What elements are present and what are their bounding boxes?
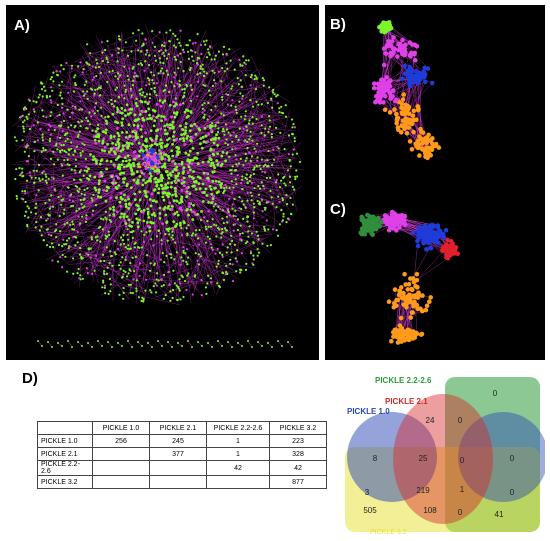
table-header-row: PICKLE 1.0 PICKLE 2.1 PICKLE 2.2-2.6 PIC… — [37, 421, 327, 435]
table-cell: 245 — [149, 434, 207, 448]
venn-count: 24 — [426, 416, 435, 425]
venn-count: 219 — [416, 486, 430, 495]
panel-b-label: B) — [330, 16, 346, 33]
venn-label-3-2: PICKLE 3.2 — [370, 529, 407, 536]
overlap-table: PICKLE 1.0 PICKLE 2.1 PICKLE 2.2-2.6 PIC… — [37, 421, 327, 489]
venn-label-1-0: PICKLE 1.0 — [347, 407, 390, 416]
table-header-cell: PICKLE 2.1 — [149, 421, 207, 435]
table-row: PICKLE 2.2-2.6 42 42 — [37, 460, 327, 476]
venn-set-1-0-right — [458, 412, 545, 502]
table-row-header: PICKLE 1.0 — [37, 434, 93, 448]
venn-diagram: PICKLE 2.2-2.6 PICKLE 2.1 PICKLE 1.0 PIC… — [345, 376, 545, 536]
venn-count: 108 — [423, 506, 437, 515]
venn-set-2-1 — [393, 394, 493, 524]
table-header-cell: PICKLE 1.0 — [92, 421, 150, 435]
network-c — [358, 209, 460, 345]
network-a-core — [138, 147, 162, 173]
network-a-nodes — [13, 29, 301, 303]
table-cell: 223 — [269, 434, 327, 448]
venn-count: 505 — [363, 506, 377, 515]
table-cell: 377 — [149, 447, 207, 461]
table-row: PICKLE 1.0 256 245 1 223 — [37, 434, 327, 448]
table-header-cell: PICKLE 2.2-2.6 — [206, 421, 270, 435]
table-cell — [92, 460, 150, 476]
network-a-isolates — [37, 340, 293, 348]
table-cell: 1 — [206, 434, 270, 448]
panel-c-label: C) — [330, 201, 346, 218]
venn-label-2-2-2-6: PICKLE 2.2-2.6 — [375, 376, 432, 385]
panel-a-label: A) — [14, 17, 30, 34]
table-cell — [149, 460, 207, 476]
venn-count: 0 — [458, 416, 463, 425]
network-bc-graph — [358, 20, 460, 345]
venn-count: 3 — [365, 488, 370, 497]
table-cell — [149, 475, 207, 489]
table-header-cell — [37, 421, 93, 435]
venn-count: 1 — [460, 485, 465, 494]
venn-count: 0 — [493, 389, 498, 398]
venn-count: 0 — [510, 454, 515, 463]
network-a-graph — [12, 25, 305, 348]
venn-count: 0 — [510, 488, 515, 497]
venn-count: 25 — [419, 454, 428, 463]
venn-set-1-0 — [347, 412, 437, 502]
venn-count: 0 — [458, 508, 463, 517]
table-header-cell: PICKLE 3.2 — [269, 421, 327, 435]
table-row: PICKLE 3.2 877 — [37, 475, 327, 489]
table-cell: 42 — [269, 460, 327, 476]
table-cell: 42 — [206, 460, 270, 476]
table-cell: 328 — [269, 447, 327, 461]
table-cell — [206, 475, 270, 489]
panel-a-network: A) — [6, 5, 319, 360]
venn-count: 8 — [373, 454, 378, 463]
network-b — [371, 20, 442, 161]
venn-label-2-1: PICKLE 2.1 — [385, 397, 428, 406]
table-row-header: PICKLE 2.2-2.6 — [37, 460, 93, 476]
venn-count: 41 — [495, 510, 504, 519]
table-cell: 256 — [92, 434, 150, 448]
table-cell — [92, 447, 150, 461]
panel-d-label: D) — [22, 370, 38, 387]
panel-bc-networks: B) C) — [325, 5, 545, 360]
table-cell: 1 — [206, 447, 270, 461]
table-row: PICKLE 2.1 377 1 328 — [37, 447, 327, 461]
venn-count: 0 — [460, 456, 465, 465]
table-row-header: PICKLE 3.2 — [37, 475, 93, 489]
table-row-header: PICKLE 2.1 — [37, 447, 93, 461]
table-cell: 877 — [269, 475, 327, 489]
table-cell — [92, 475, 150, 489]
